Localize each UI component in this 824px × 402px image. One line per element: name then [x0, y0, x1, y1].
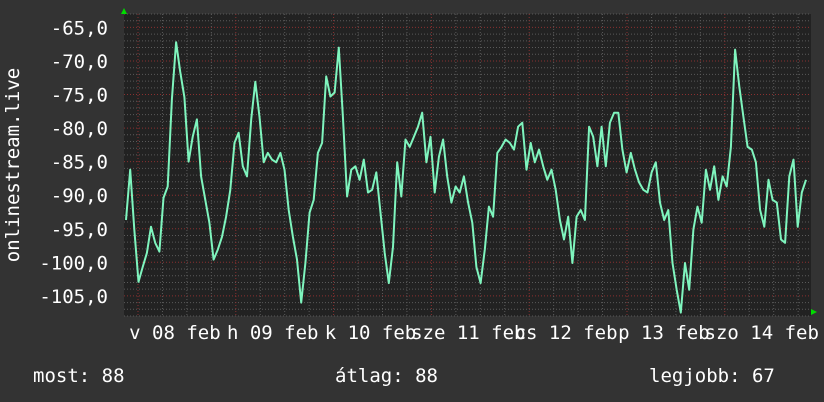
x-tick-label: p 13 feb: [618, 322, 710, 344]
plot-area: [124, 14, 811, 316]
x-tick-label: cs 12 feb: [515, 322, 618, 344]
y-tick-label: -100,0: [39, 252, 108, 274]
legend-current: most: 88: [33, 365, 125, 387]
y-tick-label: -85,0: [51, 152, 108, 174]
x-tick-label: k 10 feb: [325, 322, 417, 344]
series-line: [125, 41, 807, 314]
x-tick-label: h 09 feb: [227, 322, 319, 344]
x-tick-label: sze 11 feb: [411, 322, 525, 344]
y-tick-label: -80,0: [51, 118, 108, 140]
y-axis-arrow-icon: [121, 8, 127, 14]
y-tick-label: -90,0: [51, 185, 108, 207]
y-axis-ticks: -65,0 -70,0 -75,0 -80,0 -85,0 -90,0 -95,0 -100,…: [39, 17, 108, 307]
y-tick-label: -65,0: [51, 17, 108, 39]
legend-best: legjobb: 67: [649, 365, 775, 387]
x-tick-label: szo 14 feb: [705, 322, 819, 344]
y-tick-label: -105,0: [39, 286, 108, 308]
legend-average: átlag: 88: [335, 365, 438, 387]
x-tick-label: v 08 feb: [129, 322, 221, 344]
x-axis-arrow-icon: [811, 309, 817, 315]
grid: [124, 13, 811, 317]
y-tick-label: -70,0: [51, 51, 108, 73]
y-tick-label: -95,0: [51, 219, 108, 241]
y-axis-label: onlinestream.live: [2, 68, 24, 262]
y-tick-label: -75,0: [51, 85, 108, 107]
